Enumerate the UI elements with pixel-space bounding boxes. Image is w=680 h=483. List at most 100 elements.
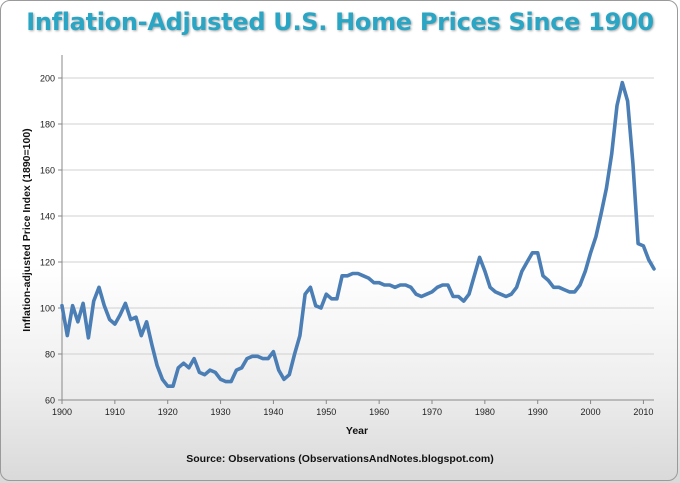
data-point <box>177 367 179 369</box>
data-point <box>605 187 607 189</box>
data-point <box>394 286 396 288</box>
data-point <box>82 302 84 304</box>
y-tick-label: 180 <box>40 120 55 130</box>
data-point <box>256 355 258 357</box>
x-axis-label: Year <box>346 425 368 437</box>
data-point <box>93 300 95 302</box>
data-point <box>452 295 454 297</box>
data-point <box>404 284 406 286</box>
data-point <box>167 385 169 387</box>
x-tick-label: 2000 <box>581 407 601 417</box>
data-point <box>315 305 317 307</box>
chart-title: Inflation-Adjusted U.S. Home Prices Sinc… <box>26 8 654 36</box>
data-point <box>61 305 63 307</box>
data-point <box>552 286 554 288</box>
x-tick-labels: 1900 1910 1920 1930 1940 1950 1960 1970 1980 1990… <box>52 407 653 417</box>
data-point <box>542 275 544 277</box>
x-tick-label: 1950 <box>316 407 336 417</box>
data-point <box>293 353 295 355</box>
data-point <box>262 357 264 359</box>
data-point <box>632 162 634 164</box>
data-point <box>494 291 496 293</box>
data-point <box>193 357 195 359</box>
y-tick-label: 120 <box>40 258 55 268</box>
y-axis-label: Inflation-adjusted Price Index (1890=100… <box>21 128 33 331</box>
data-point <box>648 259 650 261</box>
data-point <box>230 380 232 382</box>
data-point <box>595 236 597 238</box>
x-tick-label: 1910 <box>105 407 125 417</box>
data-point <box>161 378 163 380</box>
gridlines <box>62 77 654 355</box>
x-tick-label: 1920 <box>158 407 178 417</box>
data-point <box>537 252 539 254</box>
data-point <box>389 284 391 286</box>
y-tick-labels: 60 80 100 120 140 160 180 200 <box>40 74 55 406</box>
data-point <box>288 374 290 376</box>
data-point <box>182 362 184 364</box>
data-point <box>341 275 343 277</box>
x-tick-label: 1990 <box>528 407 548 417</box>
data-point <box>436 286 438 288</box>
data-point <box>579 284 581 286</box>
data-point <box>378 282 380 284</box>
data-point <box>346 275 348 277</box>
data-point <box>478 256 480 258</box>
data-point <box>156 364 158 366</box>
x-tick-label: 1900 <box>52 407 72 417</box>
data-point <box>145 321 147 323</box>
data-point <box>426 293 428 295</box>
data-point <box>304 293 306 295</box>
data-point <box>415 293 417 295</box>
data-point <box>367 277 369 279</box>
source-note: Source: Observations (ObservationsAndNot… <box>186 453 494 465</box>
data-point <box>558 286 560 288</box>
data-point <box>383 284 385 286</box>
data-point <box>600 213 602 215</box>
data-point <box>489 286 491 288</box>
data-point <box>278 369 280 371</box>
data-point <box>124 302 126 304</box>
data-point <box>626 100 628 102</box>
data-point <box>373 282 375 284</box>
x-tick-label: 1980 <box>475 407 495 417</box>
data-point <box>151 344 153 346</box>
series-line-home-price-index <box>60 80 656 389</box>
data-point <box>140 334 142 336</box>
data-point <box>325 293 327 295</box>
data-point <box>621 81 623 83</box>
data-point <box>352 272 354 274</box>
data-point <box>135 316 137 318</box>
data-point <box>568 291 570 293</box>
data-point <box>420 295 422 297</box>
data-point <box>108 318 110 320</box>
data-point <box>526 261 528 263</box>
data-point <box>362 275 364 277</box>
data-point <box>574 291 576 293</box>
y-tick-label: 100 <box>40 304 55 314</box>
data-point <box>98 286 100 288</box>
data-point <box>399 284 401 286</box>
data-point <box>563 288 565 290</box>
data-point <box>336 298 338 300</box>
x-tick-label: 1970 <box>422 407 442 417</box>
data-point <box>87 337 89 339</box>
data-point <box>611 153 613 155</box>
data-point <box>214 371 216 373</box>
data-point <box>114 323 116 325</box>
data-point <box>130 318 132 320</box>
data-point <box>410 286 412 288</box>
data-point <box>71 305 73 307</box>
data-point <box>653 268 655 270</box>
data-point <box>642 245 644 247</box>
x-tick-label: 1940 <box>263 407 283 417</box>
data-point <box>584 270 586 272</box>
data-point <box>320 307 322 309</box>
data-point <box>103 305 105 307</box>
y-tick-label: 200 <box>40 74 55 84</box>
data-point <box>357 272 359 274</box>
data-point <box>547 279 549 281</box>
y-tick-label: 160 <box>40 166 55 176</box>
